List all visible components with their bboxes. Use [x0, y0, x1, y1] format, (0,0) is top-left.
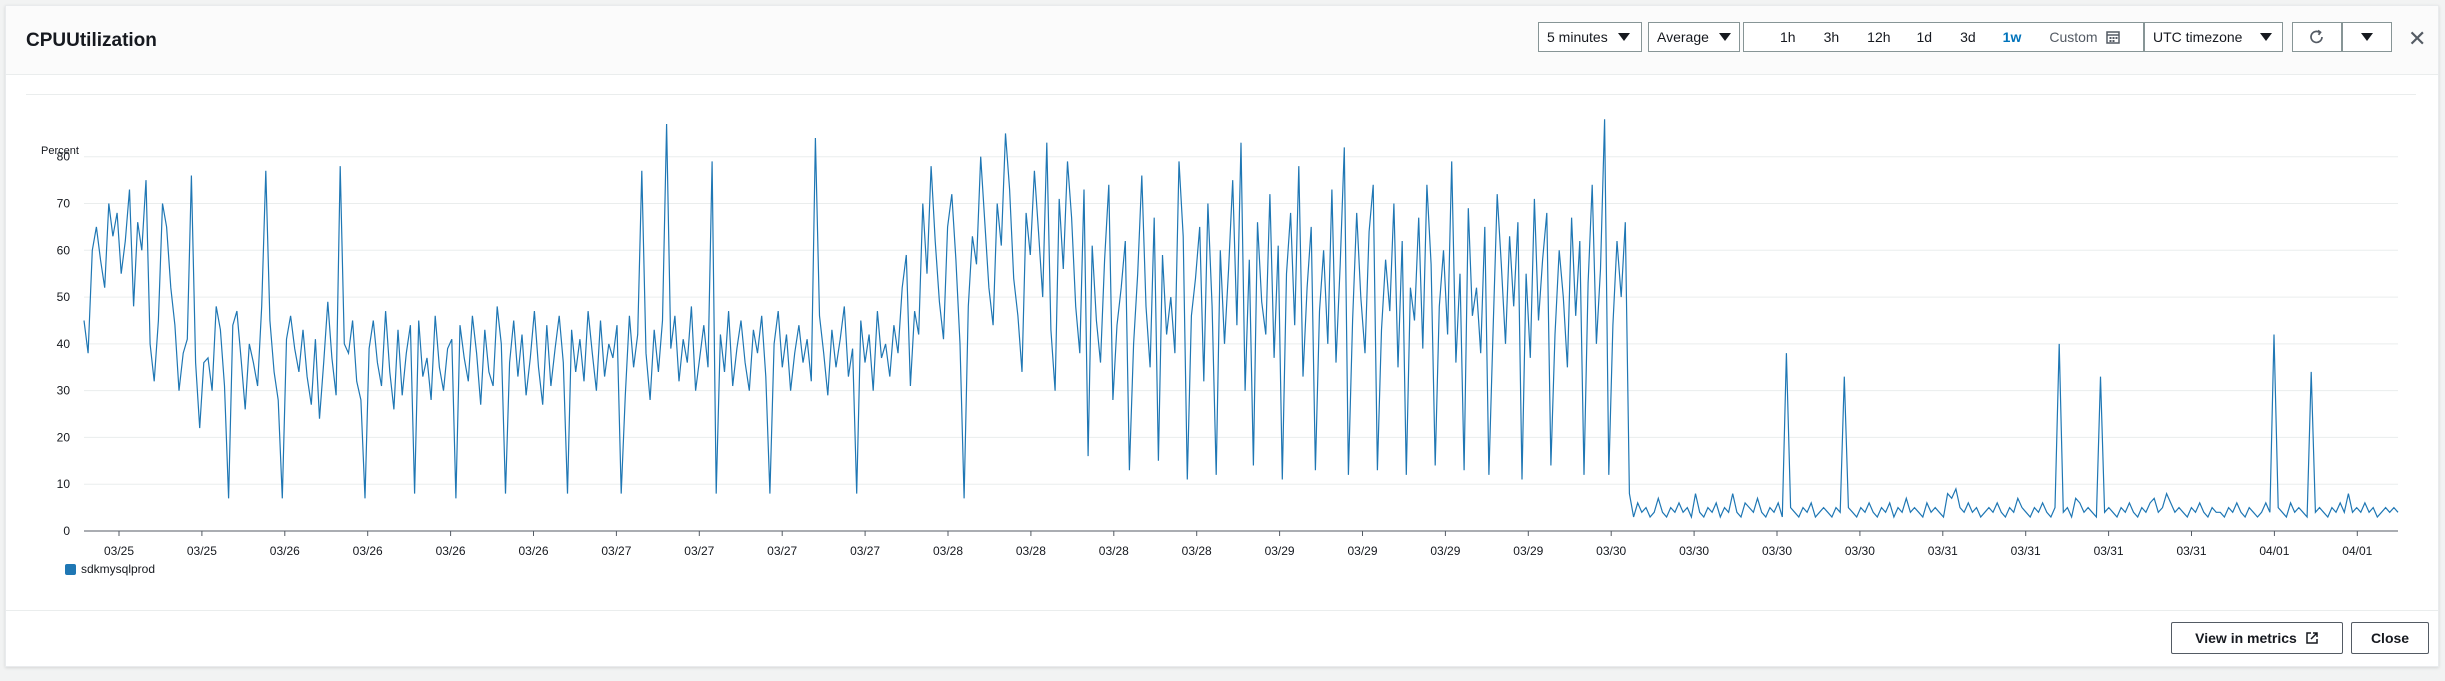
- y-tick-label: 30: [57, 384, 71, 398]
- time-range-12h[interactable]: 12h: [1867, 29, 1891, 45]
- x-tick-label: 03/27: [850, 544, 880, 558]
- x-tick-label: 03/25: [104, 544, 134, 558]
- y-tick-label: 50: [57, 290, 71, 304]
- time-range-3h[interactable]: 3h: [1823, 29, 1840, 45]
- time-range-3d[interactable]: 3d: [1960, 29, 1976, 45]
- x-tick-label: 03/29: [1265, 544, 1295, 558]
- x-tick-label: 03/29: [1513, 544, 1543, 558]
- x-axis-ticks: 03/25 03/25 03/26 03/26 03/26 03/26 03/27 03/27…: [104, 531, 2373, 558]
- modal-header: CPUUtilization 5 minutes Average 1h 3h 1…: [6, 6, 2438, 75]
- x-tick-label: 03/31: [2094, 544, 2124, 558]
- x-tick-label: 03/27: [601, 544, 631, 558]
- x-tick-label: 03/26: [518, 544, 548, 558]
- y-axis-ticks: 0 10 20 30 40 50 60 70 80: [57, 150, 71, 538]
- view-in-metrics-label: View in metrics: [2195, 630, 2297, 646]
- close-button-label: Close: [2370, 630, 2410, 646]
- statistic-select-value: Average: [1657, 29, 1709, 45]
- time-range-1h[interactable]: 1h: [1780, 29, 1796, 45]
- y-tick-label: 60: [57, 243, 71, 257]
- y-tick-label: 40: [57, 337, 71, 351]
- view-in-metrics-button[interactable]: View in metrics: [2171, 622, 2343, 654]
- y-tick-label: 80: [57, 150, 71, 164]
- header-divider: [26, 94, 2416, 95]
- time-range-selector: 1h 3h 12h 1d 3d 1w Custom: [1743, 22, 2144, 52]
- x-tick-label: 03/28: [1016, 544, 1046, 558]
- x-tick-label: 03/29: [1347, 544, 1377, 558]
- series-line-sdkmysqlprod: [83, 119, 2399, 520]
- external-link-icon: [2306, 632, 2318, 644]
- x-tick-label: 03/30: [1845, 544, 1875, 558]
- time-range-1w[interactable]: 1w: [2002, 29, 2022, 45]
- x-tick-label: 03/26: [353, 544, 383, 558]
- calendar-icon[interactable]: [2105, 30, 2120, 44]
- y-tick-label: 70: [57, 197, 71, 211]
- caret-down-icon: [1718, 33, 1731, 41]
- x-tick-label: 03/30: [1679, 544, 1709, 558]
- y-tick-label: 0: [63, 524, 70, 538]
- time-range-1d[interactable]: 1d: [1916, 29, 1933, 45]
- x-tick-label: 04/01: [2342, 544, 2372, 558]
- time-range-custom[interactable]: Custom: [2049, 29, 2098, 45]
- legend-label[interactable]: sdkmysqlprod: [81, 562, 155, 576]
- x-tick-label: 03/31: [2176, 544, 2206, 558]
- close-button[interactable]: Close: [2351, 622, 2429, 654]
- statistic-select[interactable]: Average: [1648, 22, 1740, 52]
- chart-gridlines: [84, 156, 2398, 532]
- x-tick-label: 03/28: [933, 544, 963, 558]
- refresh-button[interactable]: [2292, 22, 2342, 52]
- x-tick-label: 03/30: [1762, 544, 1792, 558]
- metric-modal: CPUUtilization 5 minutes Average 1h 3h 1…: [5, 5, 2439, 667]
- x-tick-label: 03/31: [2011, 544, 2041, 558]
- caret-down-icon: [2260, 33, 2273, 41]
- refresh-options-button[interactable]: [2342, 22, 2392, 52]
- x-tick-label: 03/31: [1928, 544, 1958, 558]
- period-select-value: 5 minutes: [1547, 29, 1608, 45]
- x-tick-label: 04/01: [2259, 544, 2289, 558]
- legend-swatch: [65, 564, 76, 575]
- x-tick-label: 03/28: [1099, 544, 1129, 558]
- x-tick-label: 03/27: [684, 544, 714, 558]
- close-icon[interactable]: ✕: [2408, 26, 2427, 51]
- x-tick-label: 03/30: [1596, 544, 1626, 558]
- x-tick-label: 03/26: [270, 544, 300, 558]
- y-axis-label: Percent: [41, 145, 79, 157]
- x-tick-label: 03/29: [1430, 544, 1460, 558]
- caret-down-icon: [1617, 33, 1630, 41]
- y-tick-label: 20: [57, 430, 71, 444]
- refresh-icon: [2310, 29, 2323, 44]
- timezone-select-value: UTC timezone: [2153, 29, 2243, 45]
- x-tick-label: 03/26: [436, 544, 466, 558]
- x-tick-label: 03/28: [1182, 544, 1212, 558]
- modal-title: CPUUtilization: [26, 30, 157, 51]
- timezone-select[interactable]: UTC timezone: [2144, 22, 2283, 52]
- y-tick-label: 10: [57, 477, 71, 491]
- footer-divider: [6, 610, 2438, 611]
- x-tick-label: 03/25: [187, 544, 217, 558]
- caret-down-icon: [2361, 33, 2373, 41]
- x-tick-label: 03/27: [767, 544, 797, 558]
- period-select[interactable]: 5 minutes: [1538, 22, 1642, 52]
